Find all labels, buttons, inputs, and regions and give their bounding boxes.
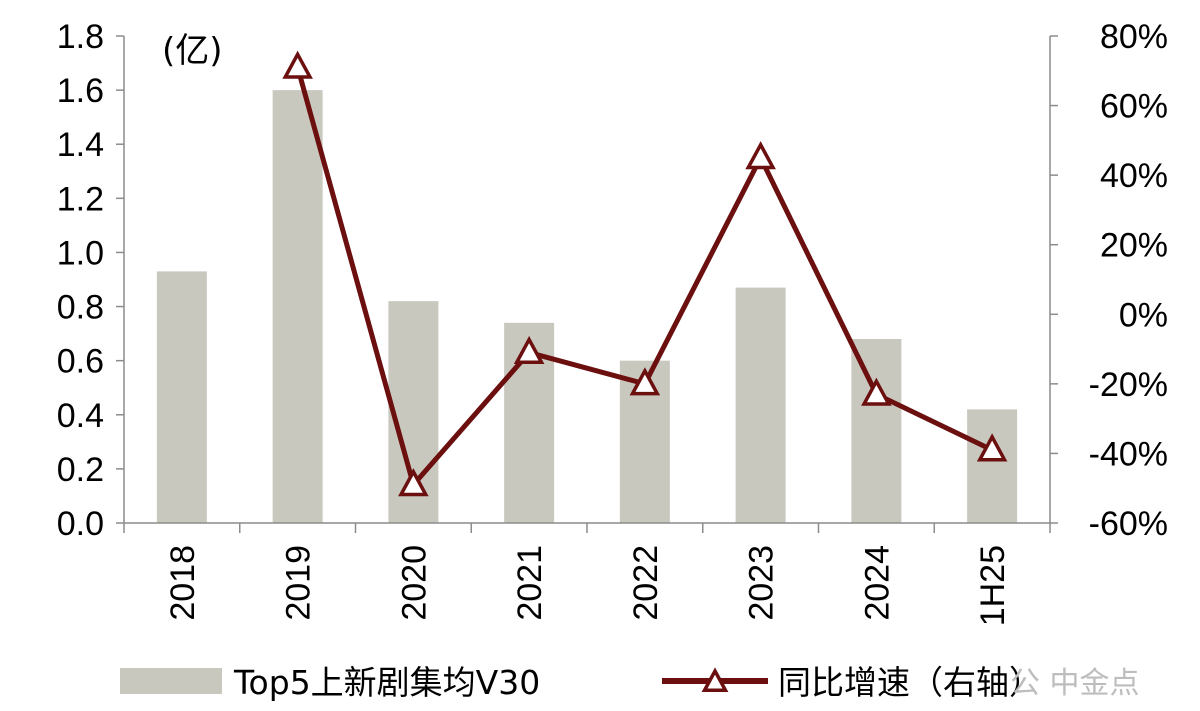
legend-line-label: 同比增速（右轴） xyxy=(778,663,1042,702)
right-axis-tick-label: 40% xyxy=(1100,157,1168,195)
bar-series xyxy=(156,90,1018,523)
right-axis-ticks: -60% -40% -20% 0% 20% 40% 60% 80% xyxy=(1050,18,1168,543)
x-axis-label-2020: 2020 xyxy=(395,545,433,621)
left-axis-unit: (亿) xyxy=(162,31,223,71)
left-axis-tick-label: 1.0 xyxy=(57,234,104,272)
bar-2024 xyxy=(851,339,902,523)
line-marker-1H25 xyxy=(976,433,1008,462)
axes xyxy=(123,36,1051,533)
x-axis-label-2024: 2024 xyxy=(858,545,896,621)
left-axis-tick-label: 0.8 xyxy=(57,289,104,327)
x-axis-label-2022: 2022 xyxy=(627,545,665,621)
right-axis-tick-label: -40% xyxy=(1089,435,1168,473)
bar-1H25 xyxy=(967,409,1018,523)
left-axis-tick-label: 1.6 xyxy=(57,72,104,110)
x-axis-label-2021: 2021 xyxy=(511,545,549,621)
right-axis-tick-label: 80% xyxy=(1100,18,1168,56)
legend-bar-swatch xyxy=(120,668,222,694)
line-marker-2019 xyxy=(282,50,313,79)
right-axis-tick-label: -20% xyxy=(1089,366,1168,404)
x-axis-label-2018: 2018 xyxy=(164,545,202,621)
x-axis-label-1H25: 1H25 xyxy=(974,545,1012,626)
line-marker-2020 xyxy=(398,468,429,497)
right-axis-tick-label: 0% xyxy=(1119,296,1168,334)
left-axis-tick-label: 0.0 xyxy=(57,505,104,543)
right-axis-tick-label: -60% xyxy=(1089,505,1168,543)
bar-2019 xyxy=(272,90,323,523)
legend-bar-label: Top5上新剧集均V30 xyxy=(233,663,540,702)
watermark: 公 中金点 xyxy=(1010,666,1140,701)
left-axis-tick-label: 1.8 xyxy=(57,18,104,56)
left-axis-tick-label: 1.2 xyxy=(57,180,104,218)
bar-2018 xyxy=(156,271,207,523)
left-axis-tick-label: 0.2 xyxy=(57,451,104,489)
legend-line-marker xyxy=(701,667,729,692)
x-axis-label-2019: 2019 xyxy=(280,545,318,621)
line-marker-2023 xyxy=(745,141,776,170)
line-marker-2021 xyxy=(513,335,545,365)
left-axis-tick-label: 0.4 xyxy=(57,397,104,435)
line-marker-2024 xyxy=(861,377,892,406)
x-axis-ticks: 2018 2019 2020 2021 2022 2023 2024 1H25 xyxy=(164,545,1012,626)
right-axis-tick-label: 60% xyxy=(1100,88,1168,126)
bar-2023 xyxy=(735,287,786,523)
left-axis-tick-label: 1.4 xyxy=(57,126,104,164)
x-axis-label-2023: 2023 xyxy=(743,545,781,621)
line-series xyxy=(282,50,1008,497)
right-axis-tick-label: 20% xyxy=(1100,227,1168,265)
left-axis-tick-label: 0.6 xyxy=(57,343,104,381)
line-marker-2022 xyxy=(629,367,661,396)
left-axis-ticks: 0.0 0.2 0.4 0.6 0.8 1.0 1.2 1.4 1.6 1.8 xyxy=(57,18,124,543)
legend: Top5上新剧集均V30 同比增速（右轴） xyxy=(120,663,1042,702)
